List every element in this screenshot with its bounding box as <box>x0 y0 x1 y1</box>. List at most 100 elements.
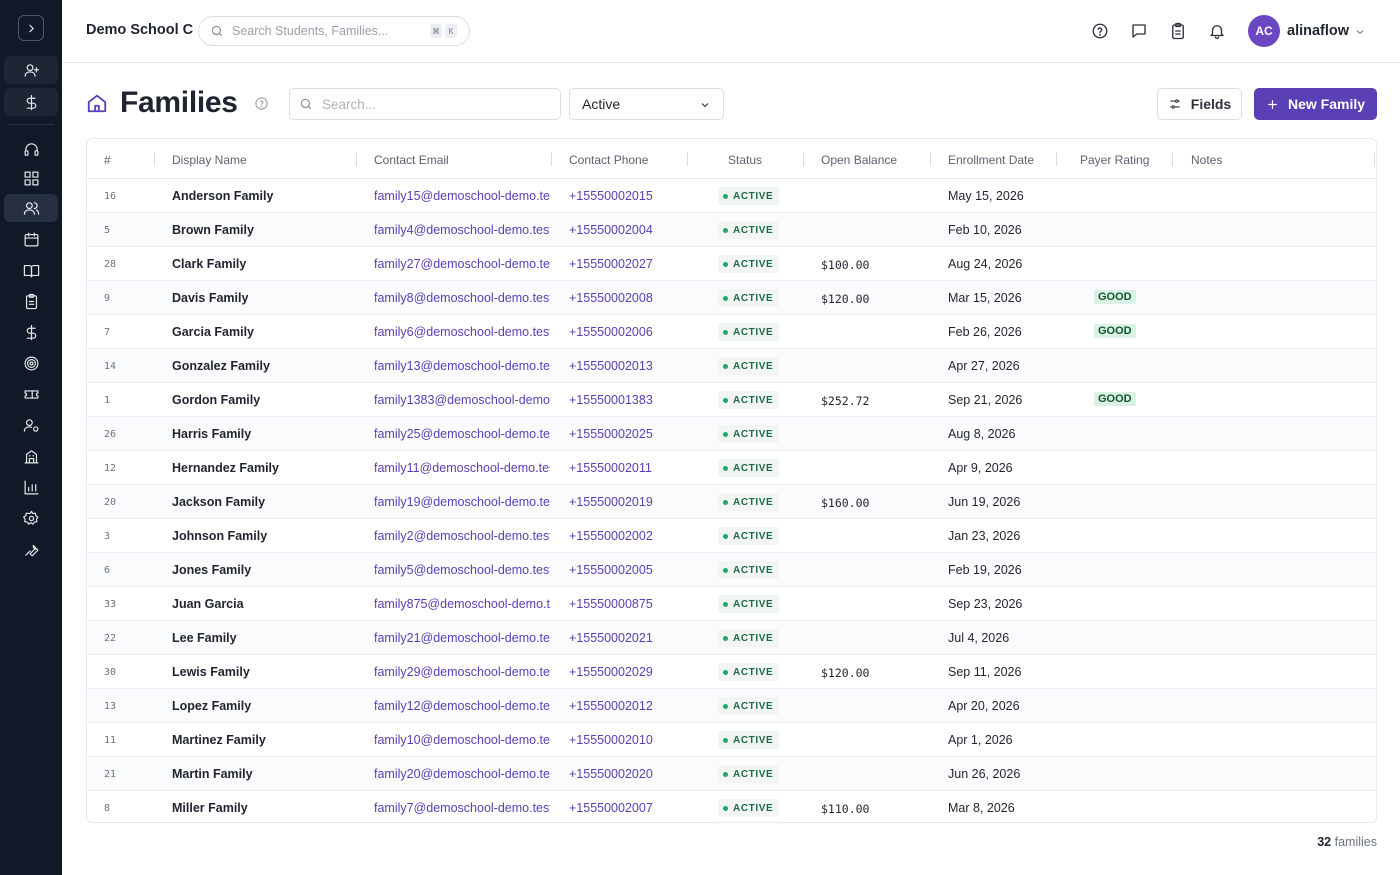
table-row[interactable]: 1 Gordon Family family1383@demoschool-demo… <box>87 383 1376 417</box>
sidebar-item-tools[interactable] <box>4 535 58 563</box>
display-name[interactable]: Anderson Family <box>172 189 274 203</box>
sidebar-item-support[interactable] <box>4 135 58 163</box>
table-row[interactable]: 9 Davis Family family8@demoschool-demo.tes… <box>87 281 1376 315</box>
help-button[interactable] <box>1090 21 1110 41</box>
display-name[interactable]: Lopez Family <box>172 699 252 713</box>
username[interactable]: alinaflow <box>1287 23 1350 39</box>
display-name[interactable]: Garcia Family <box>172 325 254 339</box>
table-row[interactable]: 6 Jones Family family5@demoschool-demo.tes… <box>87 553 1376 587</box>
column-divider[interactable] <box>1172 152 1173 166</box>
column-header-payer-rating[interactable]: Payer Rating <box>1080 153 1150 167</box>
contact-email-link[interactable]: family11@demoschool-demo.test <box>374 461 550 475</box>
display-name[interactable]: Jones Family <box>172 563 252 577</box>
display-name[interactable]: Martinez Family <box>172 733 266 747</box>
sidebar-item-dashboard[interactable] <box>4 164 58 192</box>
contact-email-link[interactable]: family12@demoschool-demo.test <box>374 699 550 713</box>
display-name[interactable]: Clark Family <box>172 257 247 271</box>
contact-phone-link[interactable]: +15550002012 <box>569 699 653 713</box>
notifications-button[interactable] <box>1207 21 1227 41</box>
contact-email-link[interactable]: family4@demoschool-demo.test <box>374 223 550 237</box>
contact-phone-link[interactable]: +15550002013 <box>569 359 653 373</box>
avatar[interactable]: AC <box>1248 15 1280 47</box>
school-name[interactable]: Demo School C <box>86 22 194 38</box>
sidebar-item-reports[interactable] <box>4 473 58 501</box>
display-name[interactable]: Davis Family <box>172 291 249 305</box>
column-header-enrollment-date[interactable]: Enrollment Date <box>948 153 1035 167</box>
contact-phone-link[interactable]: +15550002004 <box>569 223 653 237</box>
contact-email-link[interactable]: family2@demoschool-demo.test <box>374 529 550 543</box>
table-row[interactable]: 13 Lopez Family family12@demoschool-demo.t… <box>87 689 1376 723</box>
display-name[interactable]: Gonzalez Family <box>172 359 270 373</box>
column-header-status[interactable]: Status <box>728 153 763 167</box>
families-search-input[interactable] <box>322 96 542 112</box>
contact-phone-link[interactable]: +15550002011 <box>569 461 652 475</box>
contact-phone-link[interactable]: +15550002020 <box>569 767 653 781</box>
display-name[interactable]: Juan Garcia <box>172 597 244 611</box>
fields-button[interactable]: Fields <box>1157 88 1242 120</box>
contact-phone-link[interactable]: +15550002029 <box>569 665 653 679</box>
column-divider[interactable] <box>687 152 688 166</box>
sidebar-item-goals[interactable] <box>4 349 58 377</box>
display-name[interactable]: Lewis Family <box>172 665 250 679</box>
messages-button[interactable] <box>1129 21 1149 41</box>
column-header-display-name[interactable]: Display Name <box>172 153 247 167</box>
contact-phone-link[interactable]: +15550002010 <box>569 733 653 747</box>
table-row[interactable]: 12 Hernandez Family family11@demoschool-de… <box>87 451 1376 485</box>
contact-phone-link[interactable]: +15550002027 <box>569 257 653 271</box>
table-row[interactable]: 30 Lewis Family family29@demoschool-demo.t… <box>87 655 1376 689</box>
table-row[interactable]: 22 Lee Family family21@demoschool-demo.tes… <box>87 621 1376 655</box>
global-search[interactable]: Search Students, Families... ⌘ K <box>198 16 470 46</box>
column-divider[interactable] <box>1056 152 1057 166</box>
contact-phone-link[interactable]: +15550002025 <box>569 427 653 441</box>
display-name[interactable]: Hernandez Family <box>172 461 279 475</box>
sidebar-item-tickets[interactable] <box>4 380 58 408</box>
table-row[interactable]: 16 Anderson Family family15@demoschool-dem… <box>87 179 1376 213</box>
sidebar-item-school[interactable] <box>4 442 58 470</box>
table-row[interactable]: 8 Miller Family family7@demoschool-demo.te… <box>87 791 1376 822</box>
contact-email-link[interactable]: family6@demoschool-demo.test <box>374 325 550 339</box>
sidebar-item-staff[interactable] <box>4 411 58 439</box>
column-divider[interactable] <box>551 152 552 166</box>
table-row[interactable]: 5 Brown Family family4@demoschool-demo.tes… <box>87 213 1376 247</box>
sidebar-item-families[interactable] <box>4 194 58 222</box>
contact-phone-link[interactable]: +15550002015 <box>569 189 653 203</box>
column-divider[interactable] <box>154 152 155 166</box>
sidebar-item-classes[interactable] <box>4 256 58 284</box>
column-divider[interactable] <box>1374 152 1375 166</box>
column-header-notes[interactable]: Notes <box>1191 153 1223 167</box>
contact-email-link[interactable]: family21@demoschool-demo.test <box>374 631 550 645</box>
table-row[interactable]: 28 Clark Family family27@demoschool-demo.t… <box>87 247 1376 281</box>
column-header-contact-phone[interactable]: Contact Phone <box>569 153 649 167</box>
contact-email-link[interactable]: family8@demoschool-demo.test <box>374 291 550 305</box>
table-row[interactable]: 7 Garcia Family family6@demoschool-demo.te… <box>87 315 1376 349</box>
table-row[interactable]: 11 Martinez Family family10@demoschool-dem… <box>87 723 1376 757</box>
contact-phone-link[interactable]: +15550002006 <box>569 325 653 339</box>
contact-email-link[interactable]: family7@demoschool-demo.test <box>374 801 550 815</box>
table-row[interactable]: 33 Juan Garcia family875@demoschool-demo.t… <box>87 587 1376 621</box>
column-divider[interactable] <box>930 152 931 166</box>
display-name[interactable]: Harris Family <box>172 427 252 441</box>
sidebar-item-quick-payment[interactable] <box>4 88 58 116</box>
display-name[interactable]: Miller Family <box>172 801 248 815</box>
status-filter-select[interactable]: Active <box>569 88 724 120</box>
contact-email-link[interactable]: family19@demoschool-demo.test <box>374 495 550 509</box>
sidebar-item-calendar[interactable] <box>4 225 58 253</box>
table-row[interactable]: 26 Harris Family family25@demoschool-demo.… <box>87 417 1376 451</box>
contact-phone-link[interactable]: +15550002007 <box>569 801 653 815</box>
contact-phone-link[interactable]: +15550000875 <box>569 597 653 611</box>
sidebar-item-add-student[interactable] <box>4 56 58 84</box>
contact-email-link[interactable]: family20@demoschool-demo.test <box>374 767 550 781</box>
column-divider[interactable] <box>803 152 804 166</box>
contact-email-link[interactable]: family27@demoschool-demo.test <box>374 257 550 271</box>
contact-phone-link[interactable]: +15550002002 <box>569 529 653 543</box>
user-menu-toggle[interactable] <box>1354 25 1366 37</box>
column-divider[interactable] <box>356 152 357 166</box>
contact-phone-link[interactable]: +15550002019 <box>569 495 653 509</box>
new-family-button[interactable]: New Family <box>1254 88 1377 120</box>
sidebar-item-settings[interactable] <box>4 504 58 532</box>
display-name[interactable]: Lee Family <box>172 631 237 645</box>
display-name[interactable]: Gordon Family <box>172 393 261 407</box>
display-name[interactable]: Jackson Family <box>172 495 266 509</box>
contact-email-link[interactable]: family5@demoschool-demo.test <box>374 563 550 577</box>
display-name[interactable]: Johnson Family <box>172 529 268 543</box>
